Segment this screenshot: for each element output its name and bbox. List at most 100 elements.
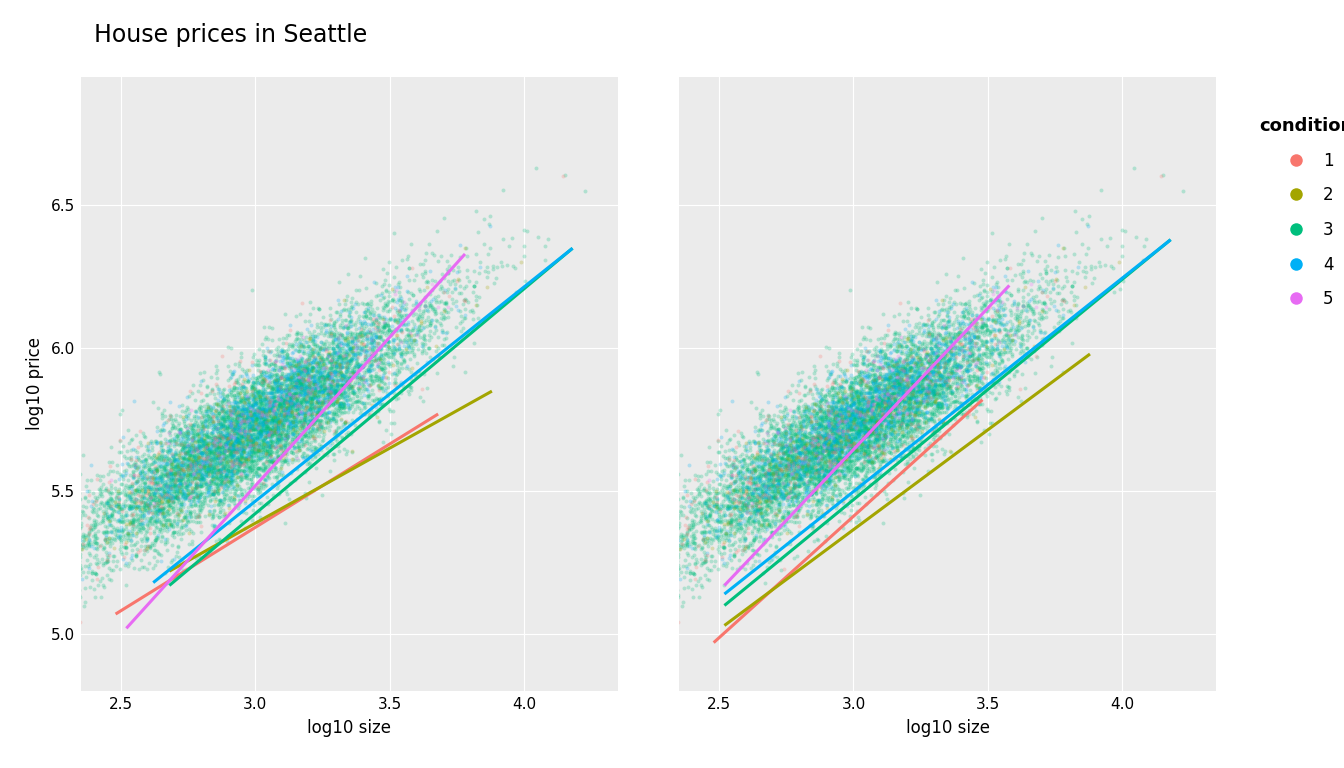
- Point: [633, 568, 655, 581]
- Point: [929, 356, 950, 369]
- Point: [914, 396, 935, 408]
- Point: [708, 478, 730, 491]
- Point: [986, 307, 1008, 319]
- Point: [817, 404, 839, 416]
- Point: [215, 473, 237, 485]
- Point: [301, 408, 323, 420]
- Point: [1020, 293, 1042, 306]
- Point: [938, 311, 960, 323]
- Point: [142, 493, 164, 505]
- Point: [766, 509, 788, 521]
- Point: [816, 476, 837, 488]
- Point: [281, 346, 302, 359]
- Point: [277, 397, 298, 409]
- Point: [168, 468, 190, 481]
- Point: [923, 333, 945, 345]
- Point: [261, 412, 282, 424]
- Point: [782, 472, 804, 485]
- Point: [308, 382, 329, 394]
- Point: [786, 473, 808, 485]
- Point: [191, 458, 212, 471]
- Point: [360, 333, 382, 346]
- Point: [899, 425, 921, 438]
- Point: [290, 374, 312, 386]
- Point: [793, 468, 814, 481]
- Point: [215, 455, 237, 468]
- Point: [9, 617, 31, 630]
- Point: [804, 450, 825, 462]
- Point: [109, 434, 130, 446]
- Point: [337, 376, 359, 388]
- Point: [270, 392, 292, 404]
- Point: [192, 411, 214, 423]
- Point: [816, 445, 837, 457]
- Point: [196, 441, 218, 453]
- Point: [296, 354, 317, 366]
- Point: [453, 294, 474, 306]
- Point: [943, 395, 965, 407]
- Point: [218, 459, 239, 472]
- Point: [167, 484, 188, 496]
- Point: [792, 437, 813, 449]
- Point: [246, 433, 267, 445]
- Point: [317, 387, 339, 399]
- Point: [757, 412, 778, 425]
- Point: [388, 366, 410, 378]
- Point: [820, 445, 841, 458]
- Point: [317, 406, 339, 418]
- Point: [235, 398, 257, 410]
- Point: [285, 362, 306, 374]
- Point: [939, 365, 961, 377]
- Point: [65, 518, 86, 530]
- Point: [798, 419, 820, 432]
- Point: [101, 495, 122, 507]
- Point: [957, 308, 978, 320]
- Point: [231, 436, 253, 449]
- Point: [313, 387, 335, 399]
- Point: [145, 435, 167, 447]
- Point: [942, 344, 964, 356]
- Point: [985, 339, 1007, 351]
- Point: [770, 495, 792, 508]
- Point: [910, 386, 931, 398]
- Point: [771, 416, 793, 429]
- Point: [855, 466, 876, 478]
- Point: [836, 422, 857, 435]
- Point: [333, 386, 355, 399]
- Point: [222, 436, 243, 449]
- Point: [754, 495, 775, 508]
- Point: [728, 492, 750, 505]
- Point: [175, 406, 196, 418]
- Point: [862, 364, 883, 376]
- Point: [372, 303, 394, 316]
- Point: [222, 368, 243, 380]
- Point: [359, 371, 380, 383]
- Point: [370, 331, 391, 343]
- Point: [840, 399, 862, 411]
- Point: [843, 435, 864, 448]
- Point: [199, 399, 220, 412]
- Point: [909, 370, 930, 382]
- Point: [849, 411, 871, 423]
- Point: [220, 441, 242, 453]
- Point: [762, 462, 784, 475]
- Point: [153, 457, 175, 469]
- Point: [120, 514, 141, 526]
- Point: [269, 421, 290, 433]
- Point: [730, 427, 751, 439]
- Point: [788, 479, 809, 492]
- Point: [905, 397, 926, 409]
- Point: [692, 534, 714, 546]
- Point: [198, 445, 219, 458]
- Point: [140, 495, 161, 507]
- Point: [290, 380, 312, 392]
- Point: [816, 433, 837, 445]
- Point: [698, 492, 719, 505]
- Point: [828, 415, 849, 427]
- Point: [845, 402, 867, 414]
- Point: [961, 389, 982, 401]
- Point: [110, 535, 132, 548]
- Point: [238, 403, 259, 415]
- Point: [250, 386, 271, 398]
- Point: [827, 434, 848, 446]
